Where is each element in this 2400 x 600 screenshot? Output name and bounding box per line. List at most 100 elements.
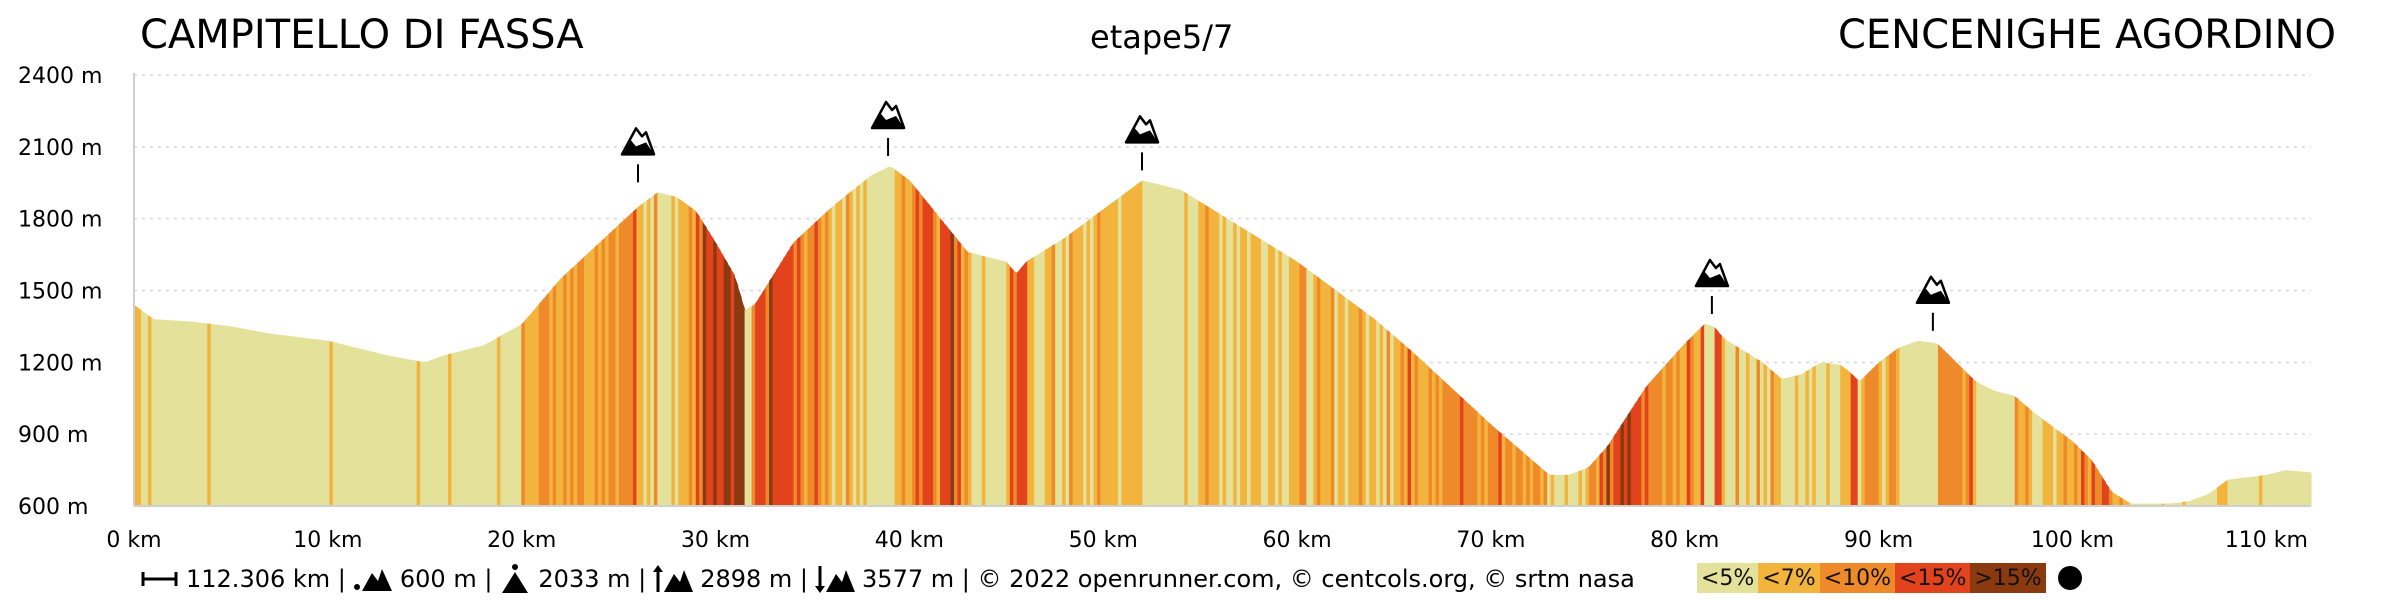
profile-slice <box>2119 496 2124 506</box>
profile-slice <box>1589 462 1594 506</box>
summit-mountain-shade <box>1125 128 1158 143</box>
profile-slice <box>1728 341 1733 506</box>
profile-slice <box>1958 365 1963 506</box>
summit-mountain-shade <box>621 140 654 155</box>
profile-slice <box>475 346 481 506</box>
profile-slice <box>1927 342 1932 506</box>
profile-slice <box>367 350 372 506</box>
profile-slice <box>1770 369 1775 506</box>
profile-slice <box>1700 324 1705 506</box>
profile-slice <box>1875 362 1880 506</box>
profile-slice <box>2011 395 2016 506</box>
profile-slice <box>2007 394 2012 506</box>
profile-slice <box>392 356 397 506</box>
profile-slice <box>706 227 711 506</box>
profile-slice <box>1397 338 1402 506</box>
profile-slice <box>238 327 243 506</box>
profile-slice <box>2021 402 2026 506</box>
profile-slice <box>964 248 969 506</box>
profile-slice <box>776 264 781 506</box>
profile-slice <box>835 201 840 507</box>
profile-slice <box>357 348 362 506</box>
profile-slice <box>1023 260 1028 506</box>
profile-slice <box>1826 363 1831 506</box>
profile-slice <box>161 319 167 506</box>
profile-slice <box>1121 192 1126 506</box>
profile-slice <box>468 348 474 506</box>
profile-slice <box>1445 382 1451 506</box>
profile-slice <box>1787 376 1792 506</box>
profile-slice <box>1191 196 1196 507</box>
profile-slice <box>1348 299 1353 506</box>
profile-slice <box>2182 501 2187 506</box>
profile-slice <box>217 324 222 506</box>
profile-slice <box>256 331 261 506</box>
profile-slice <box>1784 377 1789 506</box>
profile-slice <box>423 361 428 506</box>
profile-slice <box>2185 501 2190 506</box>
profile-slice <box>322 340 327 506</box>
profile-slice <box>643 200 648 506</box>
profile-slice <box>1261 239 1266 506</box>
profile-slice <box>1142 180 1147 506</box>
profile-slice <box>880 168 885 506</box>
profile-slice <box>695 211 700 507</box>
profile-slice <box>2276 471 2281 506</box>
profile-slice <box>758 292 763 506</box>
profile-slice <box>605 233 610 507</box>
profile-slice <box>193 321 198 506</box>
profile-slice <box>1882 357 1887 506</box>
profile-slice <box>915 188 920 507</box>
profile-slice <box>427 360 432 506</box>
profile-slice <box>489 339 494 506</box>
profile-slice <box>1135 182 1140 506</box>
profile-slice <box>147 315 153 506</box>
profile-slice <box>810 222 815 507</box>
stage-label: etape5/7 <box>1090 18 1234 56</box>
profile-slice <box>674 196 679 507</box>
profile-slice <box>1104 205 1109 506</box>
profile-slice <box>619 221 624 507</box>
profile-slice <box>1662 364 1667 506</box>
profile-slice <box>196 322 201 506</box>
profile-slice <box>339 343 344 506</box>
profile-slice <box>343 344 348 506</box>
y-tick-label: 2100 m <box>18 136 102 161</box>
profile-slice <box>1069 231 1074 507</box>
profile-slice <box>866 175 871 507</box>
profile-slice <box>1515 446 1520 506</box>
profile-slice <box>350 346 355 506</box>
profile-slice <box>1568 473 1573 506</box>
profile-slice <box>364 349 369 506</box>
profile-slice <box>981 255 986 506</box>
profile-slice <box>1226 217 1231 506</box>
profile-slice <box>1529 458 1534 506</box>
profile-slice <box>1330 286 1335 506</box>
legend-dot-icon <box>2058 566 2082 590</box>
profile-slice <box>154 319 160 506</box>
profile-slice <box>1798 373 1803 506</box>
profile-slice <box>538 299 543 506</box>
profile-slice <box>622 217 627 506</box>
profile-slice <box>1944 351 1949 506</box>
ascent-icon <box>653 565 694 592</box>
profile-slice <box>2286 470 2291 506</box>
profile-slice <box>297 337 303 506</box>
profile-slice <box>2241 477 2246 506</box>
profile-slice <box>1948 354 1953 506</box>
profile-slice <box>461 349 467 506</box>
profile-slice <box>1491 424 1496 506</box>
profile-slice <box>807 226 812 506</box>
profile-slice <box>182 321 187 506</box>
profile-slice <box>1484 418 1489 506</box>
x-tick-label: 20 km <box>487 528 556 553</box>
profile-slice <box>863 178 868 506</box>
profile-slice <box>1595 454 1601 506</box>
profile-slice <box>1878 359 1883 506</box>
descent-icon <box>815 566 856 593</box>
profile-slice <box>1979 383 1984 506</box>
profile-slice <box>1885 354 1890 506</box>
profile-slice <box>2101 476 2107 506</box>
profile-slice <box>1843 367 1848 506</box>
profile-slice <box>1711 325 1716 506</box>
